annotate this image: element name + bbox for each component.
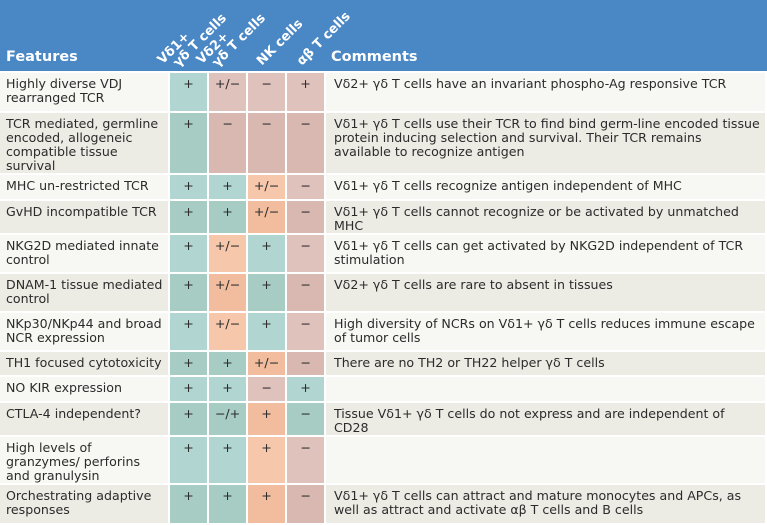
comment-cell: There are no TH2 or TH22 helper γδ T cel… [324, 350, 767, 377]
value-cell: − [246, 375, 287, 403]
feature-cell: High levels of granzymes/ perforins and … [0, 435, 170, 485]
value-cell: + [168, 272, 209, 313]
value-cell: − [285, 173, 326, 201]
value-cell: + [168, 311, 209, 352]
value-cell: + [168, 233, 209, 274]
value-cell: + [246, 233, 287, 274]
comment-cell: Vδ1+ γδ T cells use their TCR to find bi… [324, 111, 767, 175]
value-cell: +/− [207, 311, 248, 352]
table-row: CTLA-4 independent? + −/+ + − Tissue Vδ1+ γδ … [0, 401, 767, 437]
value-cell: − [246, 71, 287, 113]
table-row: NKG2D mediated innate control + +/− + − Vδ1+ … [0, 233, 767, 274]
feature-cell: MHC un-restricted TCR [0, 173, 170, 201]
table-row: Highly diverse VDJ rearranged TCR + +/− − + V… [0, 71, 767, 113]
feature-cell: NKG2D mediated innate control [0, 233, 170, 274]
value-cell: +/− [207, 71, 248, 113]
table-row: NKp30/NKp44 and broad NCR expression + +/−… [0, 311, 767, 352]
value-cell: + [246, 483, 287, 525]
value-cell: + [207, 350, 248, 377]
table-row: TCR mediated, germline encoded, allogene… [0, 111, 767, 175]
feature-cell: GvHD incompatible TCR [0, 199, 170, 235]
value-cell: +/− [246, 173, 287, 201]
comment-cell: Vδ1+ γδ T cells cannot recognize or be a… [324, 199, 767, 235]
feature-cell: DNAM-1 tissue mediated control [0, 272, 170, 313]
value-cell: + [285, 71, 326, 113]
value-cell: + [246, 272, 287, 313]
comment-cell: Vδ1+ γδ T cells recognize antigen indepe… [324, 173, 767, 201]
value-cell: − [285, 233, 326, 274]
table-header: Features Vδ1+ γδ T cells Vδ2+ γδ T cells N… [0, 0, 767, 71]
value-cell: − [285, 483, 326, 525]
comment-cell: Tissue Vδ1+ γδ T cells do not express an… [324, 401, 767, 437]
value-cell: − [246, 111, 287, 175]
value-cell: + [168, 111, 209, 175]
value-cell: +/− [246, 199, 287, 235]
comment-cell: Vδ2+ γδ T cells have an invariant phosph… [324, 71, 767, 113]
value-cell: + [207, 483, 248, 525]
value-cell: + [168, 483, 209, 525]
value-cell: − [285, 435, 326, 485]
value-cell: + [168, 71, 209, 113]
value-cell: + [246, 401, 287, 437]
comment-cell: Vδ1+ γδ T cells can attract and mature m… [324, 483, 767, 525]
feature-cell: TH1 focused cytotoxicity [0, 350, 170, 377]
value-cell: −/+ [207, 401, 248, 437]
comment-cell [324, 375, 767, 403]
feature-cell: Highly diverse VDJ rearranged TCR [0, 71, 170, 113]
feature-cell: NO KIR expression [0, 375, 170, 403]
value-cell: +/− [207, 233, 248, 274]
features-header: Features [6, 49, 78, 65]
table-row: MHC un-restricted TCR + + +/− − Vδ1+ γδ T cel… [0, 173, 767, 201]
value-cell: + [246, 435, 287, 485]
value-cell: + [168, 173, 209, 201]
value-cell: +/− [207, 272, 248, 313]
value-cell: + [207, 375, 248, 403]
feature-cell: NKp30/NKp44 and broad NCR expression [0, 311, 170, 352]
value-cell: + [246, 311, 287, 352]
value-cell: + [168, 435, 209, 485]
features-table: Highly diverse VDJ rearranged TCR + +/− − + V… [0, 71, 767, 525]
value-cell: − [285, 272, 326, 313]
table-row: DNAM-1 tissue mediated control + +/− + − Vδ2+… [0, 272, 767, 313]
value-cell: +/− [246, 350, 287, 377]
table-row: TH1 focused cytotoxicity + + +/− − There are … [0, 350, 767, 377]
value-cell: + [168, 350, 209, 377]
value-cell: + [168, 199, 209, 235]
value-cell: − [285, 311, 326, 352]
comment-cell: Vδ2+ γδ T cells are rare to absent in ti… [324, 272, 767, 313]
value-cell: + [285, 375, 326, 403]
value-cell: + [168, 375, 209, 403]
value-cell: − [285, 111, 326, 175]
value-cell: − [285, 350, 326, 377]
comment-cell: Vδ1+ γδ T cells can get activated by NKG… [324, 233, 767, 274]
comment-cell: High diversity of NCRs on Vδ1+ γδ T cell… [324, 311, 767, 352]
table-row: NO KIR expression + + − + [0, 375, 767, 403]
feature-cell: Orchestrating adaptive responses [0, 483, 170, 525]
table-row: High levels of granzymes/ perforins and … [0, 435, 767, 485]
table-row: Orchestrating adaptive responses + + + − Vδ1+… [0, 483, 767, 525]
feature-cell: CTLA-4 independent? [0, 401, 170, 437]
value-cell: + [207, 173, 248, 201]
comment-cell [324, 435, 767, 485]
value-cell: − [285, 401, 326, 437]
feature-cell: TCR mediated, germline encoded, allogene… [0, 111, 170, 175]
value-cell: + [207, 435, 248, 485]
comments-header: Comments [331, 49, 418, 65]
value-cell: − [285, 199, 326, 235]
value-cell: + [168, 401, 209, 437]
value-cell: + [207, 199, 248, 235]
table-row: GvHD incompatible TCR + + +/− − Vδ1+ γδ T cel… [0, 199, 767, 235]
value-cell: − [207, 111, 248, 175]
